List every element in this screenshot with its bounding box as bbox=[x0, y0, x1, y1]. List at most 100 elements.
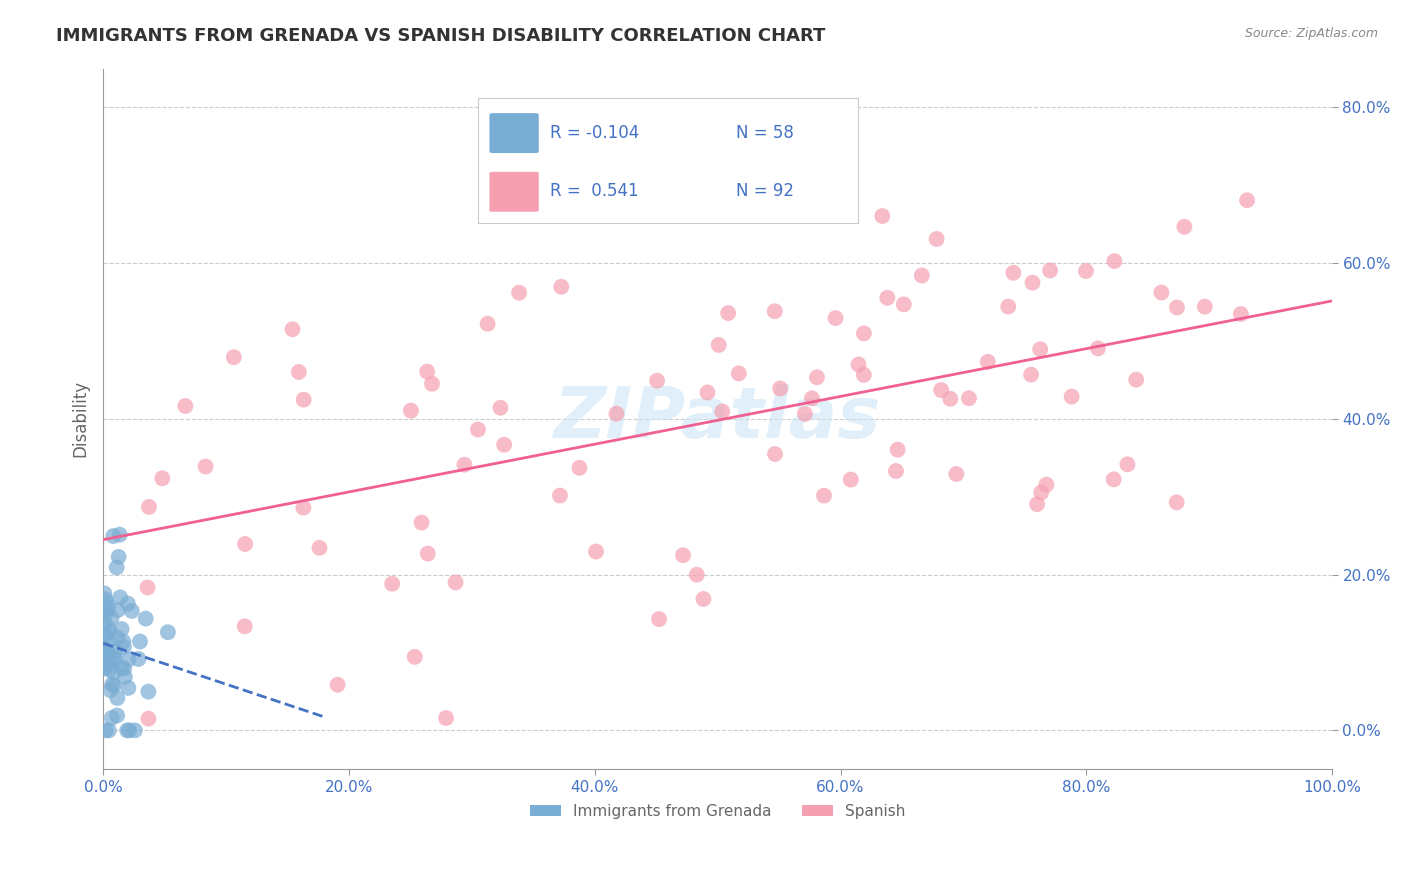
Point bbox=[848, 358, 870, 372]
Point bbox=[96, 606, 118, 620]
Text: R =  0.541: R = 0.541 bbox=[550, 182, 638, 200]
Point bbox=[97, 645, 120, 659]
Point bbox=[605, 407, 627, 421]
Point bbox=[112, 640, 135, 654]
Point bbox=[98, 654, 121, 668]
Point bbox=[467, 423, 489, 437]
Point bbox=[876, 291, 898, 305]
Point bbox=[292, 500, 315, 515]
Point bbox=[233, 537, 256, 551]
Point bbox=[156, 625, 179, 640]
Point bbox=[138, 500, 160, 514]
Point bbox=[1166, 301, 1188, 315]
Legend: Immigrants from Grenada, Spanish: Immigrants from Grenada, Spanish bbox=[524, 797, 911, 825]
Point bbox=[769, 382, 792, 396]
Point bbox=[672, 548, 695, 562]
Point bbox=[121, 604, 143, 618]
Point bbox=[288, 365, 311, 379]
Point bbox=[150, 471, 173, 485]
Point bbox=[1230, 307, 1253, 321]
Point bbox=[381, 576, 404, 591]
Point bbox=[93, 605, 115, 619]
Point bbox=[824, 311, 846, 326]
Point bbox=[138, 684, 160, 698]
Point bbox=[416, 547, 439, 561]
Point bbox=[717, 306, 740, 320]
Point bbox=[94, 592, 117, 607]
Point bbox=[103, 665, 125, 680]
Point bbox=[98, 662, 121, 676]
Point bbox=[112, 661, 135, 675]
Point bbox=[1116, 458, 1139, 472]
Point bbox=[105, 708, 128, 723]
Point bbox=[399, 403, 422, 417]
Point bbox=[711, 404, 734, 418]
Point bbox=[118, 723, 141, 738]
Point bbox=[977, 355, 1000, 369]
Point bbox=[124, 723, 146, 738]
Point bbox=[103, 678, 125, 692]
Point bbox=[763, 304, 786, 318]
Point bbox=[93, 640, 115, 655]
Point bbox=[1194, 300, 1216, 314]
Point bbox=[97, 634, 120, 648]
Point bbox=[308, 541, 330, 555]
Point bbox=[112, 634, 135, 648]
Point bbox=[292, 392, 315, 407]
Point bbox=[97, 621, 120, 635]
Point bbox=[806, 370, 828, 384]
Point bbox=[1166, 495, 1188, 509]
Point bbox=[886, 442, 908, 457]
Point bbox=[1031, 485, 1053, 500]
Point bbox=[404, 649, 426, 664]
FancyBboxPatch shape bbox=[489, 113, 538, 153]
Point bbox=[696, 385, 718, 400]
Point bbox=[945, 467, 967, 481]
Point bbox=[97, 723, 120, 738]
Point bbox=[103, 529, 125, 543]
Point bbox=[1087, 342, 1109, 356]
Point bbox=[104, 651, 127, 665]
Point bbox=[1029, 343, 1052, 357]
Point bbox=[893, 297, 915, 311]
Point bbox=[111, 660, 134, 674]
Point bbox=[648, 612, 671, 626]
Point bbox=[1019, 368, 1042, 382]
Point bbox=[434, 711, 457, 725]
Point bbox=[93, 662, 115, 676]
Point bbox=[103, 651, 125, 665]
Point bbox=[1102, 472, 1125, 486]
Point bbox=[326, 678, 349, 692]
Point bbox=[93, 616, 115, 631]
Point bbox=[94, 649, 117, 664]
Point bbox=[801, 392, 824, 406]
Point bbox=[872, 209, 894, 223]
Point bbox=[911, 268, 934, 283]
Text: IMMIGRANTS FROM GRENADA VS SPANISH DISABILITY CORRELATION CHART: IMMIGRANTS FROM GRENADA VS SPANISH DISAB… bbox=[56, 27, 825, 45]
Point bbox=[1074, 264, 1097, 278]
Text: Source: ZipAtlas.com: Source: ZipAtlas.com bbox=[1244, 27, 1378, 40]
Point bbox=[136, 581, 159, 595]
Point bbox=[957, 391, 980, 405]
Point bbox=[1125, 373, 1147, 387]
Point bbox=[727, 367, 749, 381]
Point bbox=[105, 691, 128, 706]
Point bbox=[585, 544, 607, 558]
Point bbox=[548, 489, 571, 503]
Point bbox=[93, 586, 115, 600]
Point bbox=[416, 365, 439, 379]
Point bbox=[101, 677, 124, 691]
Point bbox=[411, 516, 433, 530]
Point bbox=[194, 459, 217, 474]
Point bbox=[117, 652, 139, 666]
Point bbox=[107, 549, 129, 564]
Point bbox=[1150, 285, 1173, 300]
Point bbox=[96, 644, 118, 658]
Point bbox=[929, 383, 952, 397]
Point bbox=[925, 232, 948, 246]
Point bbox=[100, 683, 122, 698]
Point bbox=[813, 489, 835, 503]
Point bbox=[692, 592, 714, 607]
Point bbox=[100, 711, 122, 725]
Point bbox=[453, 458, 475, 472]
